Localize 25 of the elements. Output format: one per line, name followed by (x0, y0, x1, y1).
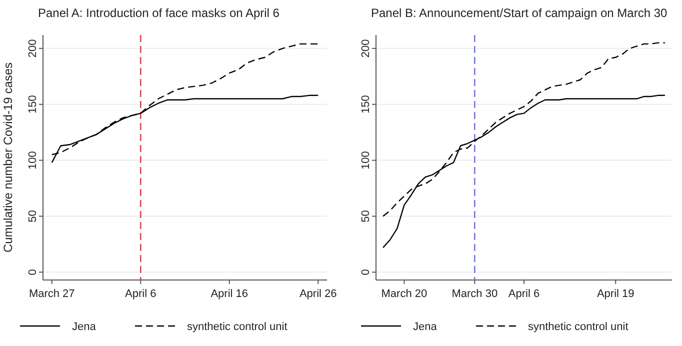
legend-label: synthetic control unit (187, 321, 288, 333)
y-tick-label: 50 (360, 210, 372, 222)
y-tick-label: 200 (360, 39, 372, 58)
x-tick-label: April 19 (596, 288, 634, 300)
x-tick-label: March 27 (28, 288, 75, 300)
x-tick-label: April 26 (299, 288, 337, 300)
y-axis-title: Cumulative number Covid-19 cases (1, 62, 15, 253)
y-tick-label: 100 (360, 151, 372, 170)
legend-label: Jena (413, 321, 438, 333)
x-tick-label: April 6 (508, 288, 540, 300)
y-tick-label: 150 (27, 95, 39, 114)
x-tick-label: March 20 (381, 288, 428, 300)
legend-label: Jena (72, 321, 97, 333)
y-tick-label: 0 (27, 269, 39, 276)
chart-title: Panel B: Announcement/Start of campaign on March 30 (371, 6, 668, 20)
y-tick-label: 0 (360, 269, 372, 276)
chart-title: Panel A: Introduction of face masks on April 6 (38, 6, 280, 20)
legend-label: synthetic control unit (528, 321, 628, 333)
y-tick-label: 50 (27, 210, 39, 222)
x-tick-label: April 16 (210, 288, 248, 300)
x-tick-label: March 30 (452, 288, 498, 300)
y-tick-label: 100 (27, 151, 39, 170)
y-tick-label: 150 (360, 95, 372, 114)
y-tick-label: 200 (27, 39, 39, 58)
x-tick-label: April 6 (125, 288, 156, 300)
